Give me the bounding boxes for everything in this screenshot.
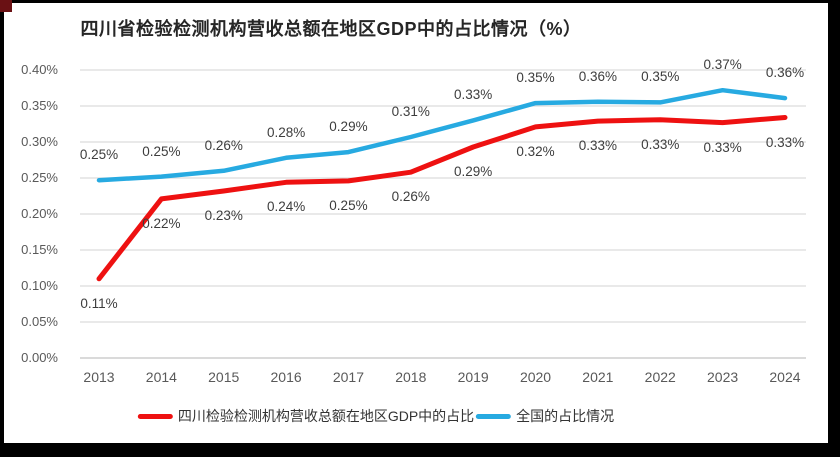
y-tick-label: 0.40%: [21, 62, 58, 77]
data-label: 0.25%: [79, 147, 119, 163]
data-label: 0.11%: [80, 295, 118, 311]
data-label: 0.35%: [516, 70, 555, 86]
data-label: 0.33%: [765, 134, 805, 150]
data-label: 0.36%: [765, 65, 805, 81]
data-label: 0.33%: [641, 136, 680, 152]
legend-label-national: 全国的占比情况: [516, 408, 615, 424]
data-label: 0.25%: [142, 143, 181, 159]
data-label: 0.26%: [391, 189, 430, 205]
x-tick-label: 2015: [208, 369, 240, 385]
x-tick-label: 2023: [707, 369, 739, 385]
x-tick-label: 2019: [457, 369, 489, 385]
data-label: 0.36%: [578, 68, 618, 84]
x-tick-label: 2016: [270, 369, 302, 385]
y-tick-label: 0.35%: [21, 98, 58, 113]
data-label: 0.29%: [329, 119, 368, 135]
legend: 四川检验检测机构营收总额在地区GDP中的占比 全国的占比情况: [137, 406, 614, 426]
data-label: 0.22%: [142, 215, 181, 231]
data-label: 0.37%: [703, 57, 742, 73]
data-label: 0.32%: [516, 143, 555, 159]
data-label: 0.23%: [204, 207, 243, 223]
legend-item-national: 全国的占比情况: [476, 406, 614, 426]
x-tick-label: 2022: [644, 369, 676, 385]
series-line-sichuan: [96, 115, 788, 282]
y-tick-label: 0.10%: [21, 278, 58, 293]
data-label: 0.31%: [391, 103, 430, 119]
y-tick-label: 0.20%: [21, 206, 58, 221]
legend-swatch-sichuan-line: [137, 413, 173, 419]
y-tick-label: 0.25%: [21, 170, 58, 185]
x-tick-label: 2018: [395, 369, 427, 385]
data-label: 0.33%: [454, 87, 493, 103]
data-label: 0.29%: [454, 164, 493, 180]
x-tick-label: 2017: [332, 369, 365, 385]
y-tick-label: 0.00%: [21, 350, 58, 365]
y-tick-label: 0.05%: [21, 314, 58, 329]
y-tick-label: 0.15%: [21, 242, 58, 257]
data-label: 0.33%: [703, 139, 742, 155]
x-tick-label: 2021: [582, 369, 614, 385]
data-label: 0.35%: [641, 69, 680, 85]
legend-label-sichuan: 四川检验检测机构营收总额在地区GDP中的占比: [177, 408, 475, 424]
data-label: 0.28%: [266, 124, 306, 140]
x-tick-label: 2013: [83, 369, 115, 385]
y-tick-label: 0.30%: [21, 134, 58, 149]
x-tick-label: 2020: [519, 369, 552, 385]
data-label: 0.24%: [266, 199, 306, 215]
corner-marker: [0, 0, 12, 12]
data-label: 0.25%: [329, 197, 368, 213]
x-tick-label: 2014: [145, 369, 177, 385]
legend-swatch-national-line: [476, 413, 512, 419]
legend-item-sichuan: 四川检验检测机构营收总额在地区GDP中的占比: [137, 406, 475, 426]
chart-title: 四川省检验检测机构营收总额在地区GDP中的占比情况（%）: [80, 19, 582, 39]
data-label: 0.26%: [204, 137, 243, 153]
x-tick-label: 2024: [769, 369, 801, 385]
data-label: 0.33%: [578, 138, 618, 154]
series-line-national: [96, 87, 788, 183]
